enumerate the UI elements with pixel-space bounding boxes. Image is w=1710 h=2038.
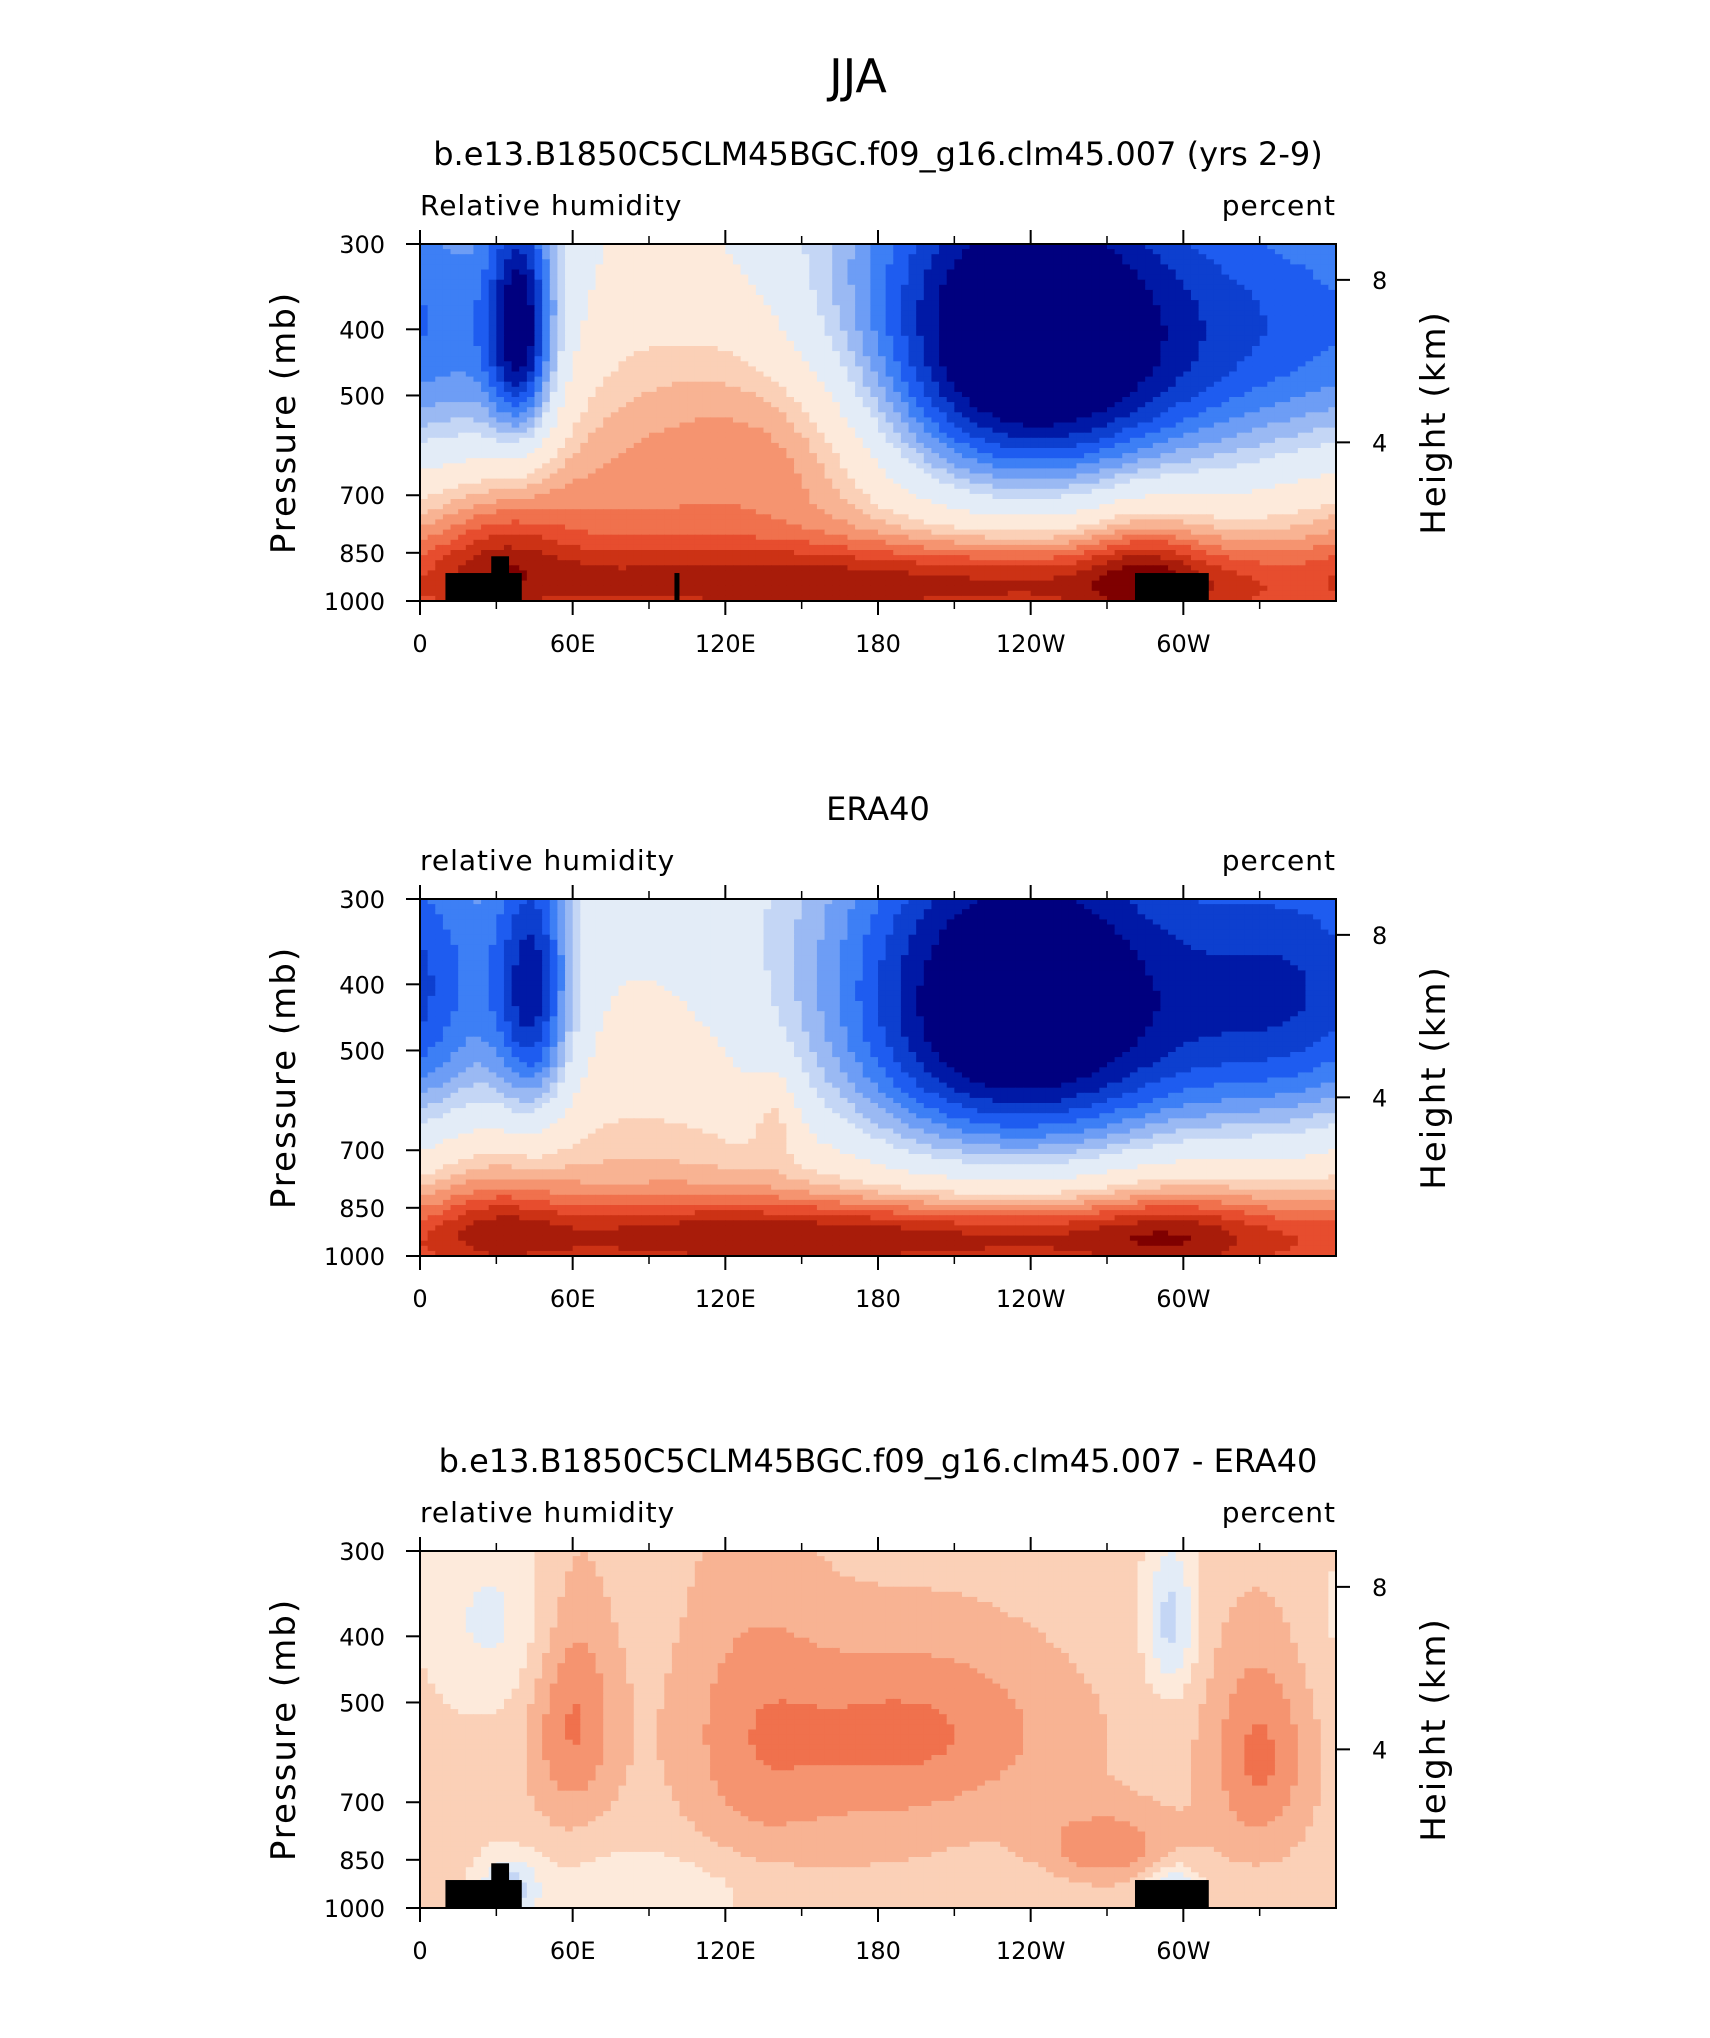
min-max-text: MIN = 17.12 MAX = 90.31 (747, 1314, 1010, 1315)
y-right-axis-label: Height (km) (1414, 310, 1454, 535)
figure-title: JJA (826, 49, 887, 103)
x-tick-label: 60E (550, 630, 596, 658)
x-tick-label: 60W (1156, 630, 1210, 658)
y-tick-label: 400 (339, 971, 385, 999)
x-tick-label: 180 (855, 1937, 901, 1965)
y-tick-label: 400 (339, 316, 385, 344)
y-right-tick-label: 4 (1372, 1736, 1387, 1764)
panel-model: b.e13.B1850C5CLM45BGC.f09_g16.clm45.007 … (264, 135, 1454, 660)
topography-block (1134, 573, 1209, 601)
min-max-text: MIN = −21.04 MAX = 24.15 (738, 1966, 1017, 1967)
y-tick-label: 500 (339, 1037, 385, 1065)
y-tick-label: 300 (339, 886, 385, 914)
units-label: percent (1222, 1496, 1336, 1529)
y-right-tick-label: 8 (1372, 922, 1387, 950)
y-right-tick-label: 4 (1372, 1084, 1387, 1112)
variable-label: Relative humidity (420, 189, 682, 222)
heatmap-field (420, 244, 1336, 601)
y-tick-label: 500 (339, 1689, 385, 1717)
x-tick-label: 60W (1156, 1285, 1210, 1313)
topography-block (1134, 1880, 1209, 1908)
x-tick-label: 0 (412, 630, 427, 658)
variable-label: relative humidity (420, 844, 675, 877)
x-tick-label: 0 (412, 1937, 427, 1965)
topography-mask (445, 1863, 1209, 1908)
y-tick-label: 300 (339, 231, 385, 259)
y-right-tick-label: 4 (1372, 429, 1387, 457)
y-axis-label: Pressure (mb) (264, 291, 304, 554)
x-tick-label: 60E (550, 1285, 596, 1313)
y-tick-label: 1000 (324, 588, 385, 616)
topography-mask (445, 556, 1209, 601)
y-tick-label: 1000 (324, 1895, 385, 1923)
x-tick-label: 120E (695, 630, 756, 658)
variable-label: relative humidity (420, 1496, 675, 1529)
y-tick-label: 850 (339, 1847, 385, 1875)
topography-block (491, 556, 510, 601)
min-max-text: MIN = 15.92 MAX = 95.14 (747, 659, 1010, 660)
y-tick-label: 1000 (324, 1243, 385, 1271)
y-right-tick-label: 8 (1372, 267, 1387, 295)
panel-title: ERA40 (826, 790, 930, 828)
x-tick-label: 120E (695, 1285, 756, 1313)
figure-title-area: JJA (826, 49, 887, 103)
y-axis-label: Pressure (mb) (264, 1598, 304, 1861)
y-tick-label: 300 (339, 1538, 385, 1566)
topography-block (445, 1880, 522, 1908)
y-tick-label: 700 (339, 1789, 385, 1817)
panel-title: b.e13.B1850C5CLM45BGC.f09_g16.clm45.007 … (439, 1442, 1318, 1480)
heatmap-field (420, 899, 1336, 1256)
panel-era40: ERA40 relative humidity percent 0 60E 120E 180… (264, 790, 1454, 1315)
y-right-tick-label: 8 (1372, 1574, 1387, 1602)
y-tick-label: 850 (339, 1195, 385, 1223)
topography-block (674, 573, 680, 601)
y-tick-label: 700 (339, 482, 385, 510)
y-tick-label: 850 (339, 540, 385, 568)
heatmap-field (420, 1551, 1336, 1908)
y-right-axis-label: Height (km) (1414, 1617, 1454, 1842)
units-label: percent (1222, 189, 1336, 222)
x-tick-label: 60E (550, 1937, 596, 1965)
y-tick-label: 400 (339, 1623, 385, 1651)
y-right-axis-label: Height (km) (1414, 965, 1454, 1190)
y-tick-label: 500 (339, 382, 385, 410)
x-tick-label: 60W (1156, 1937, 1210, 1965)
x-tick-label: 120E (695, 1937, 756, 1965)
panel-title: b.e13.B1850C5CLM45BGC.f09_g16.clm45.007 … (433, 135, 1323, 173)
x-tick-label: 180 (855, 1285, 901, 1313)
x-tick-label: 120W (996, 1937, 1066, 1965)
y-tick-label: 700 (339, 1137, 385, 1165)
y-axis-label: Pressure (mb) (264, 946, 304, 1209)
x-tick-label: 120W (996, 1285, 1066, 1313)
panel-difference: b.e13.B1850C5CLM45BGC.f09_g16.clm45.007 … (264, 1442, 1454, 1967)
x-tick-label: 120W (996, 630, 1066, 658)
units-label: percent (1222, 844, 1336, 877)
x-tick-label: 180 (855, 630, 901, 658)
x-tick-label: 0 (412, 1285, 427, 1313)
topography-block (491, 1863, 510, 1908)
topography-block (445, 573, 522, 601)
